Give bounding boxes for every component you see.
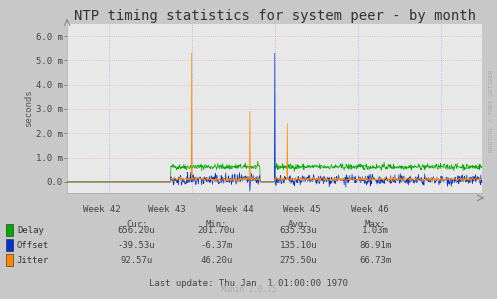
Text: -39.53u: -39.53u bbox=[118, 241, 156, 250]
Text: 275.50u: 275.50u bbox=[279, 256, 317, 265]
Text: Week 46: Week 46 bbox=[351, 205, 389, 214]
Text: 1.03m: 1.03m bbox=[362, 226, 389, 235]
Title: NTP timing statistics for system peer - by month: NTP timing statistics for system peer - … bbox=[74, 9, 476, 23]
Text: Last update: Thu Jan  1 01:00:00 1970: Last update: Thu Jan 1 01:00:00 1970 bbox=[149, 279, 348, 288]
Text: Min:: Min: bbox=[205, 220, 227, 229]
Text: 86.91m: 86.91m bbox=[359, 241, 391, 250]
Text: 201.70u: 201.70u bbox=[197, 226, 235, 235]
Y-axis label: seconds: seconds bbox=[24, 90, 33, 127]
Text: Week 42: Week 42 bbox=[83, 205, 121, 214]
Text: Cur:: Cur: bbox=[126, 220, 148, 229]
Text: -6.37m: -6.37m bbox=[200, 241, 232, 250]
Text: Week 44: Week 44 bbox=[216, 205, 253, 214]
Text: 135.10u: 135.10u bbox=[279, 241, 317, 250]
Text: Offset: Offset bbox=[17, 241, 49, 250]
Text: Week 43: Week 43 bbox=[148, 205, 185, 214]
Text: 635.33u: 635.33u bbox=[279, 226, 317, 235]
Text: 66.73m: 66.73m bbox=[359, 256, 391, 265]
Text: Week 45: Week 45 bbox=[283, 205, 321, 214]
Text: Avg:: Avg: bbox=[287, 220, 309, 229]
Text: Max:: Max: bbox=[364, 220, 386, 229]
Text: 92.57u: 92.57u bbox=[121, 256, 153, 265]
Text: 46.20u: 46.20u bbox=[200, 256, 232, 265]
Text: RRDTOOL / TOBI OETIKER: RRDTOOL / TOBI OETIKER bbox=[488, 69, 493, 152]
Text: 656.20u: 656.20u bbox=[118, 226, 156, 235]
Text: Delay: Delay bbox=[17, 226, 44, 235]
Text: Jitter: Jitter bbox=[17, 256, 49, 265]
Text: Munin 2.0.75: Munin 2.0.75 bbox=[221, 285, 276, 294]
